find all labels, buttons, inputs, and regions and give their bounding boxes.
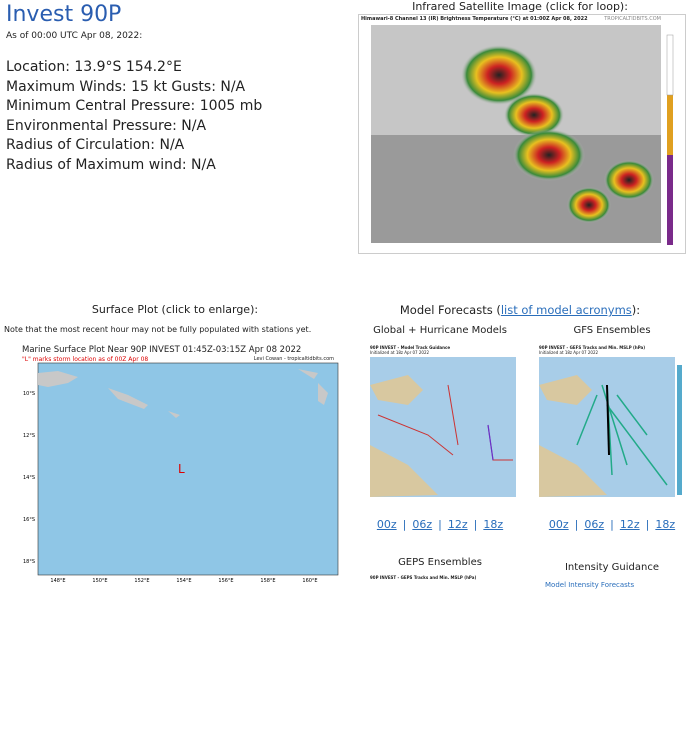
run-link[interactable]: 06z xyxy=(584,518,605,531)
lon-label: 156°E xyxy=(218,578,233,584)
panel-image[interactable]: 90P INVEST - GEPS Tracks and Min. MSLP (… xyxy=(368,575,518,735)
lat-label: 10°S xyxy=(23,391,35,397)
panel-heading: Global + Hurricane Models xyxy=(373,325,507,336)
image-title: 90P INVEST - GEPS Tracks and Min. MSLP (… xyxy=(370,575,477,580)
image-title: Himawari-8 Channel 13 (IR) Brightness Te… xyxy=(361,16,588,22)
panel-image[interactable]: 90P INVEST - Model Track Guidance Initial… xyxy=(368,345,518,505)
panel-heading: GEPS Ensembles xyxy=(398,557,482,568)
track-map xyxy=(539,357,682,497)
lon-label: 154°E xyxy=(176,578,191,584)
page: Invest 90P As of 00:00 UTC Apr 08, 2022:… xyxy=(4,0,687,589)
detail-line: Maximum Winds: 15 kt Gusts: N/A xyxy=(6,78,246,95)
as-of: As of 00:00 UTC Apr 08, 2022: xyxy=(6,31,143,41)
detail-line: Radius of Circulation: N/A xyxy=(6,137,185,153)
run-links: 00z | 06z | 12z | 18z xyxy=(549,518,675,531)
run-link[interactable]: 00z xyxy=(376,518,397,531)
detail-line: Radius of Maximum wind: N/A xyxy=(6,156,216,173)
run-link[interactable]: 12z xyxy=(447,518,468,531)
satellite-image[interactable]: Himawari-8 Channel 13 (IR) Brightness Te… xyxy=(358,14,686,254)
surface-map: 10°S 12°S 14°S 16°S 18°S 148°E 150°E 152°E 154°E… xyxy=(23,362,339,584)
detail-line: Minimum Central Pressure: 1005 mb xyxy=(6,98,263,114)
lat-label: 14°S xyxy=(23,475,35,481)
image-subtitle: Initialized at 18z Apr 07 2022 xyxy=(370,350,430,355)
lon-label: 160°E xyxy=(302,578,317,584)
image-title: 90P INVEST - GEFS Tracks and Min. MSLP (… xyxy=(539,345,646,350)
separator: | xyxy=(402,518,407,531)
separator: | xyxy=(473,518,478,531)
separator: | xyxy=(645,518,650,531)
surface-image[interactable]: Marine Surface Plot Near 90P INVEST 01:4… xyxy=(18,343,340,586)
surface-note: Note that the most recent hour may not b… xyxy=(4,325,312,334)
lat-label: 12°S xyxy=(23,433,35,439)
details: Location: 13.9°S 154.2°E Maximum Winds: 1… xyxy=(6,58,262,175)
surface-heading: Surface Plot (click to enlarge): xyxy=(91,303,259,316)
storm-marker: L xyxy=(178,462,185,476)
run-link[interactable]: 18z xyxy=(483,518,504,531)
storm-title: Invest 90P xyxy=(6,2,122,27)
acronyms-link[interactable]: list of model acronyms xyxy=(500,303,632,317)
satellite-heading: Infrared Satellite Image (click for loop… xyxy=(412,0,628,13)
run-link[interactable]: 12z xyxy=(619,518,640,531)
image-title: Model Intensity Forecasts xyxy=(545,581,635,589)
track-map xyxy=(370,357,516,497)
heading-text: Model Forecasts ( xyxy=(399,303,501,317)
lon-label: 152°E xyxy=(134,578,149,584)
image-subtitle: "L" marks storm location as of 00Z Apr 0… xyxy=(22,356,149,363)
separator: | xyxy=(438,518,442,531)
detail-line: Environmental Pressure: N/A xyxy=(6,117,207,134)
lon-label: 158°E xyxy=(260,578,275,584)
run-link[interactable]: 18z xyxy=(655,518,676,531)
models-heading: Model Forecasts (list of model acronyms)… xyxy=(400,303,640,317)
run-links: 00z | 06z | 12z | 18z xyxy=(377,518,503,531)
lon-label: 148°E xyxy=(50,578,65,584)
separator: | xyxy=(610,518,614,531)
heading-text: ): xyxy=(631,303,641,317)
credit: Levi Cowan - tropicaltidbits.com xyxy=(253,356,334,362)
panel-heading: Intensity Guidance xyxy=(564,562,660,573)
lon-label: 150°E xyxy=(92,578,107,584)
separator: | xyxy=(574,518,579,531)
panel-heading: GFS Ensembles xyxy=(573,325,651,336)
panel-image[interactable]: Model Intensity Forecasts xyxy=(537,575,687,735)
credit: TROPICALTIDBITS.COM xyxy=(604,16,661,22)
lat-label: 16°S xyxy=(23,517,35,523)
panel-image[interactable]: 90P INVEST - GEFS Tracks and Min. MSLP (… xyxy=(537,345,687,505)
image-title: 90P INVEST - Model Track Guidance xyxy=(370,345,451,350)
detail-line: Location: 13.9°S 154.2°E xyxy=(6,59,182,75)
image-subtitle: Initialized at 18z Apr 07 2022 xyxy=(539,350,599,355)
image-title: Marine Surface Plot Near 90P INVEST 01:4… xyxy=(22,345,302,355)
run-link[interactable]: 00z xyxy=(548,518,569,531)
ir-map xyxy=(371,25,674,245)
lat-label: 18°S xyxy=(23,559,35,565)
run-link[interactable]: 06z xyxy=(412,518,433,531)
